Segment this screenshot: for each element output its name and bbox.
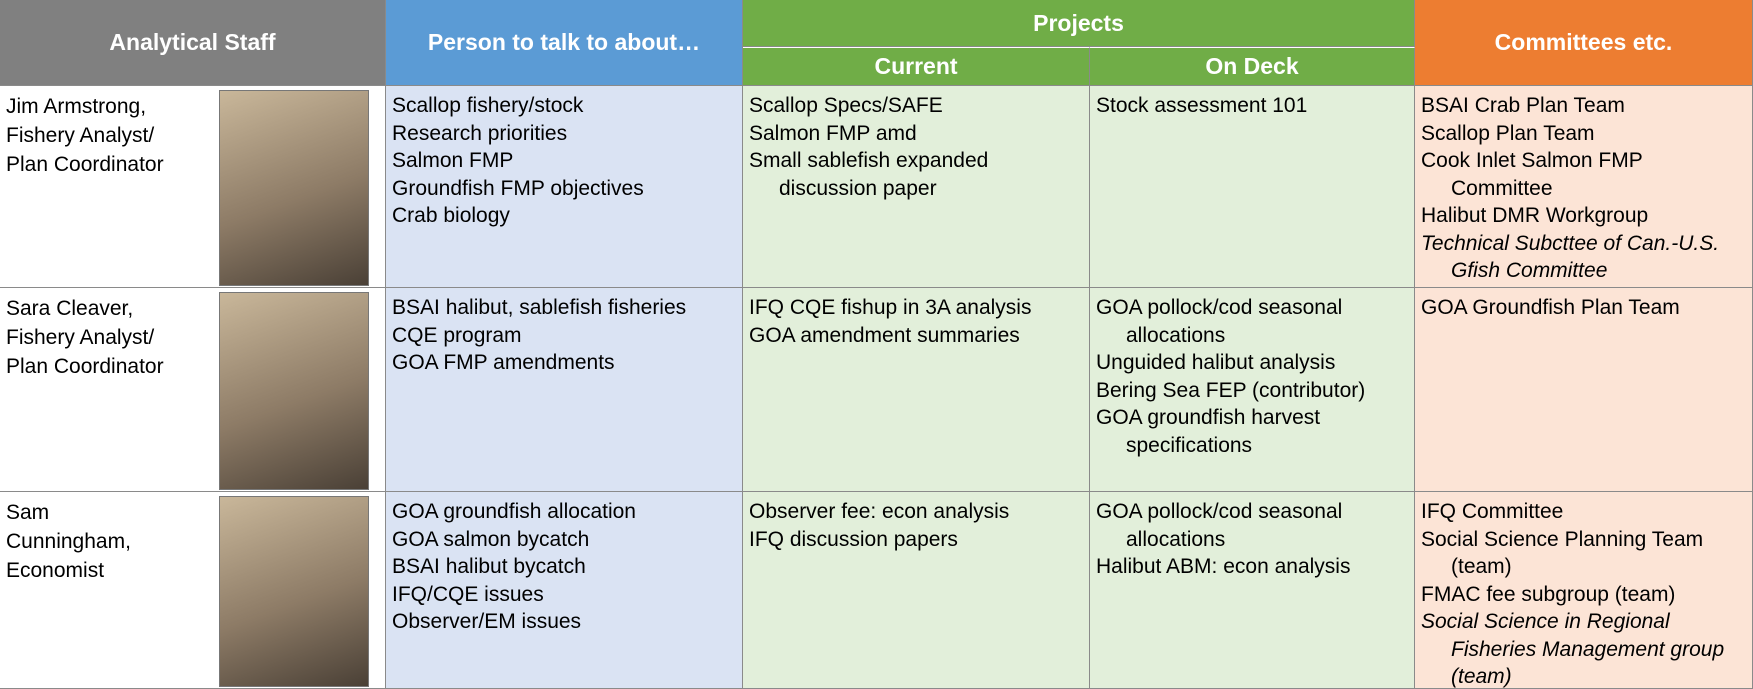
list-item: Halibut DMR Workgroup xyxy=(1421,204,1649,227)
staff-line: Fishery Analyst/ xyxy=(6,124,155,147)
list-item: Scallop Specs/SAFE xyxy=(749,94,943,117)
list-item: Cook Inlet Salmon FMP Committee xyxy=(1421,149,1643,200)
list-item: Scallop Plan Team xyxy=(1421,121,1595,145)
header-text: Projects xyxy=(1033,9,1124,36)
list-item: GOA pollock/cod seasonal allocations xyxy=(1096,500,1343,551)
list-item: GOA groundfish harvest specifications xyxy=(1096,406,1321,457)
list-item: Unguided halibut analysis xyxy=(1096,351,1336,374)
current-cell: IFQ CQE fishup in 3A analysis GOA amendme… xyxy=(743,288,1090,492)
list-item: BSAI halibut, sablefish fisheries xyxy=(392,296,687,319)
header-cell: Committees etc. xyxy=(1415,0,1753,86)
current-cell: Observer fee: econ analysis IFQ discussio… xyxy=(743,492,1090,689)
list-item: BSAI halibut bycatch xyxy=(392,555,586,578)
staff-line: Jim Armstrong, xyxy=(6,95,147,118)
list-item: Technical Subcttee of Can.-U.S. Gfish Co… xyxy=(1421,231,1720,283)
staff-line: Plan Coordinator xyxy=(6,153,164,176)
list-item: Research priorities xyxy=(392,121,568,145)
staff-photo xyxy=(219,496,369,687)
on_deck-cell: GOA pollock/cod seasonal allocations Ungu… xyxy=(1090,288,1415,492)
header-text: Current xyxy=(874,53,958,79)
person-cell: BSAI halibut, sablefish fisheries CQE pro… xyxy=(386,288,743,492)
header-text: Person to talk to about… xyxy=(427,29,701,55)
staff-line: Plan Coordinator xyxy=(6,355,164,378)
staff-line: Economist xyxy=(6,559,105,582)
committees-cell: GOA Groundfish Plan Team xyxy=(1415,288,1753,492)
committees-cell: BSAI Crab Plan Team Scallop Plan Team Cook… xyxy=(1415,86,1753,288)
header-cell: Current xyxy=(743,47,1090,86)
committees-cell: IFQ Committee Social Science Planning Tea… xyxy=(1415,492,1753,689)
list-item: BSAI Crab Plan Team xyxy=(1421,94,1625,117)
header-cell: Projects xyxy=(743,0,1415,47)
list-item: Groundfish FMP objectives xyxy=(392,176,644,200)
list-item: Social Science Planning Team (team) xyxy=(1421,527,1704,579)
header-text: Analytical Staff xyxy=(109,29,276,55)
staff-photo xyxy=(219,292,369,490)
list-item: CQE program xyxy=(392,323,522,347)
staff-line: Fishery Analyst/ xyxy=(6,326,155,349)
staff-photo xyxy=(219,90,369,286)
list-item: Salmon FMP xyxy=(392,149,514,172)
list-item: IFQ CQE fishup in 3A analysis xyxy=(749,296,1032,319)
list-item: GOA amendment summaries xyxy=(749,323,1020,347)
header-cell: Analytical Staff xyxy=(0,0,386,86)
person-cell: Scallop fishery/stock Research priorities… xyxy=(386,86,743,288)
on_deck-cell: Stock assessment 101 xyxy=(1090,86,1415,288)
list-item: Small sablefish expanded discussion pape… xyxy=(749,149,989,200)
list-item: GOA pollock/cod seasonal allocations xyxy=(1096,296,1343,347)
list-item: Bering Sea FEP (contributor) xyxy=(1096,378,1366,402)
list-item: Observer/EM issues xyxy=(392,610,582,633)
header-cell: Person to talk to about… xyxy=(386,0,743,86)
list-item: GOA Groundfish Plan Team xyxy=(1421,296,1680,319)
list-item: Observer fee: econ analysis xyxy=(749,500,1010,523)
list-item: IFQ discussion papers xyxy=(749,527,958,551)
list-item: Crab biology xyxy=(392,204,510,227)
person-cell: GOA groundfish allocation GOA salmon byca… xyxy=(386,492,743,689)
header-cell: On Deck xyxy=(1090,47,1415,86)
staff-line: Sara Cleaver, xyxy=(6,297,134,320)
header-text: On Deck xyxy=(1205,53,1299,79)
list-item: IFQ/CQE issues xyxy=(392,582,544,606)
staff-line: Cunningham, xyxy=(6,530,131,553)
list-item: Social Science in Regional Fisheries Man… xyxy=(1421,610,1725,688)
list-item: Stock assessment 101 xyxy=(1096,94,1308,117)
list-item: IFQ Committee xyxy=(1421,500,1564,523)
list-item: GOA groundfish allocation xyxy=(392,500,636,523)
on_deck-cell: GOA pollock/cod seasonal allocations Hali… xyxy=(1090,492,1415,689)
current-cell: Scallop Specs/SAFE Salmon FMP amd Small sa… xyxy=(743,86,1090,288)
header-text: Committees etc. xyxy=(1494,29,1673,55)
list-item: GOA salmon bycatch xyxy=(392,527,590,551)
list-item: GOA FMP amendments xyxy=(392,351,615,374)
staff-line: Sam xyxy=(6,501,50,524)
list-item: Halibut ABM: econ analysis xyxy=(1096,555,1351,578)
list-item: FMAC fee subgroup (team) xyxy=(1421,582,1676,606)
list-item: Salmon FMP amd xyxy=(749,121,917,145)
list-item: Scallop fishery/stock xyxy=(392,94,584,117)
